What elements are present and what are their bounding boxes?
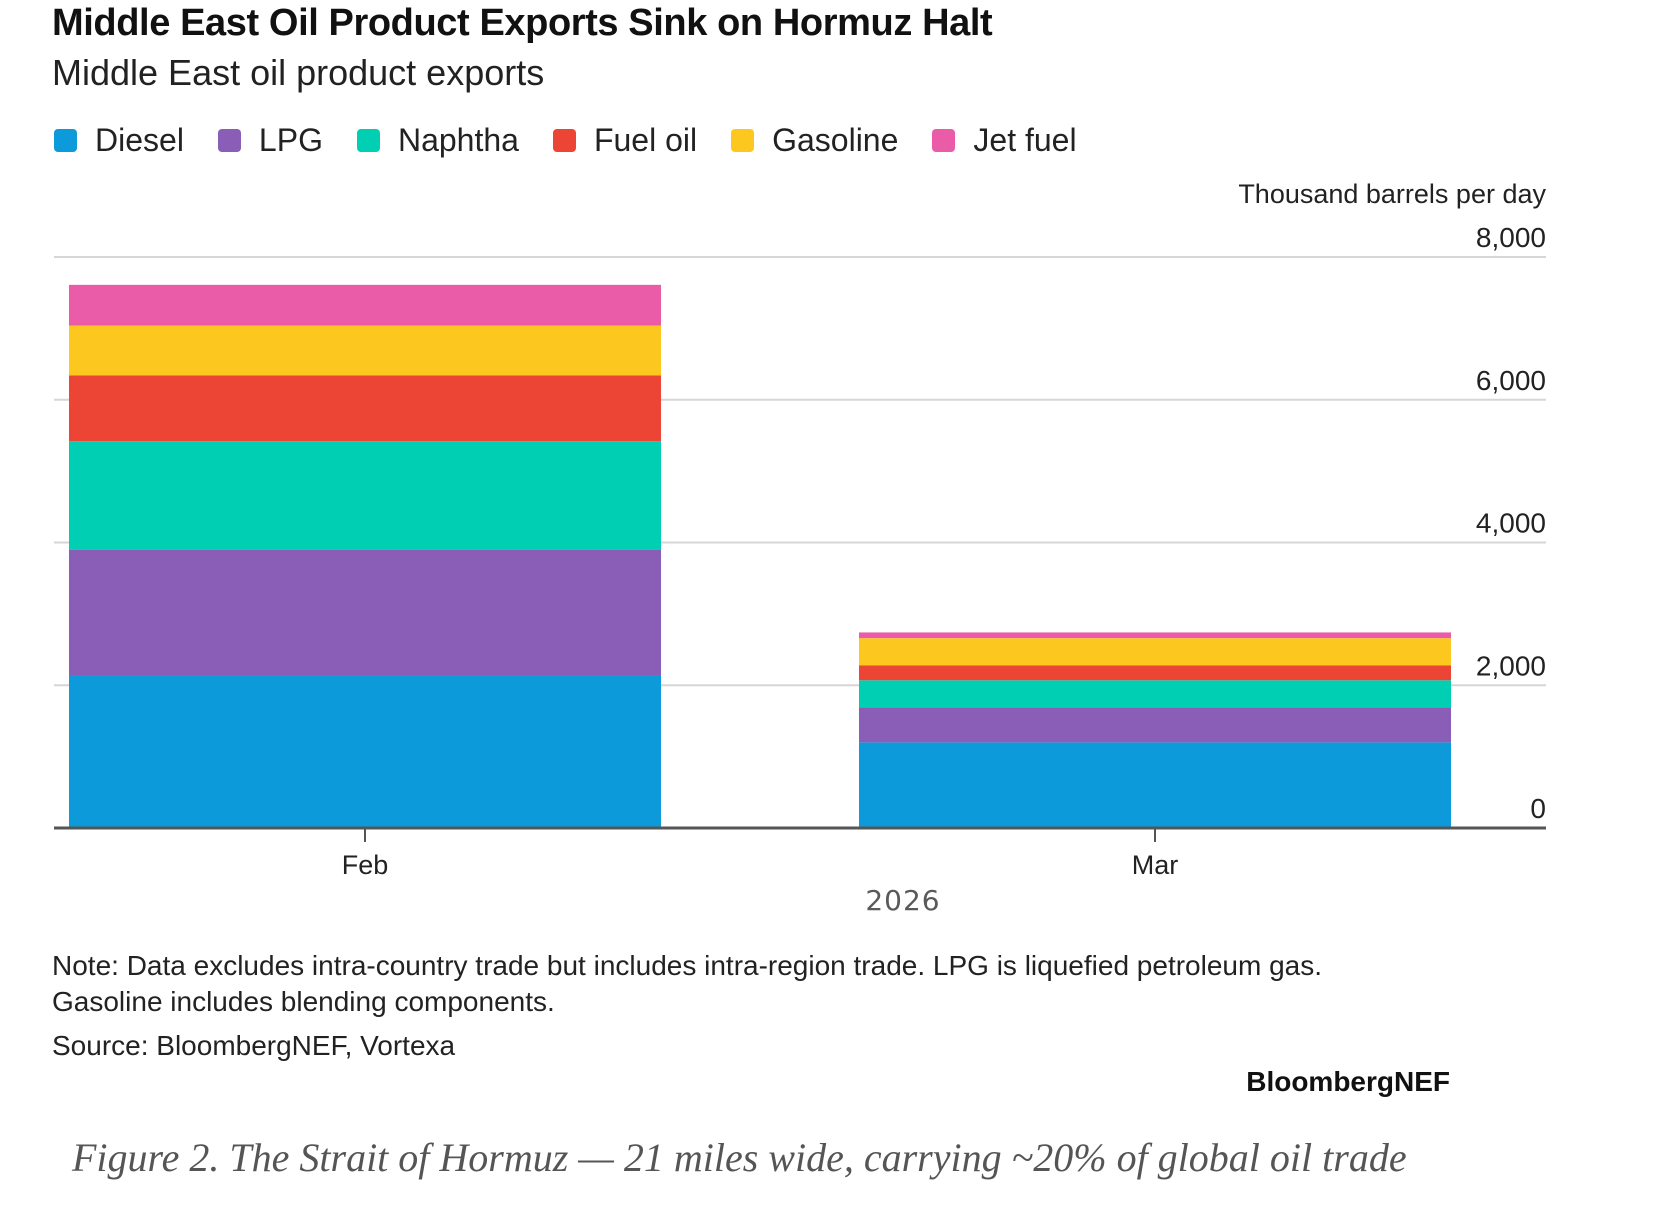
bar-mar-fuel-oil xyxy=(859,665,1451,681)
y-tick-label-0: 0 xyxy=(1530,793,1546,824)
legend-item-fuel-oil: Fuel oil xyxy=(552,121,698,159)
bar-mar-naphtha xyxy=(859,680,1451,708)
legend-label-diesel: Diesel xyxy=(95,121,184,158)
bar-mar-lpg xyxy=(859,707,1451,743)
bar-mar-diesel xyxy=(859,742,1451,828)
y-tick-label-4000: 4,000 xyxy=(1476,508,1546,539)
legend-label-gasoline: Gasoline xyxy=(772,121,899,158)
bar-mar-gasoline xyxy=(859,638,1451,666)
legend-swatch-naphtha xyxy=(356,128,380,152)
y-tick-label-6000: 6,000 xyxy=(1476,365,1546,396)
legend-swatch-gasoline xyxy=(731,128,755,152)
legend-label-jet-fuel: Jet fuel xyxy=(973,121,1077,158)
x-tick-label-feb: Feb xyxy=(342,850,389,880)
y-axis-unit-label: Thousand barrels per day xyxy=(1238,179,1546,209)
legend-label-lpg: LPG xyxy=(258,121,323,158)
brand-logo-text: BloombergNEF xyxy=(1246,1066,1450,1097)
chart-source: Source: BloombergNEF, Vortexa xyxy=(52,1030,456,1061)
legend-item-diesel: Diesel xyxy=(54,122,184,159)
bar-mar-jet-fuel xyxy=(859,632,1451,639)
legend-item-jet-fuel: Jet fuel xyxy=(932,121,1077,159)
figure-caption: Figure 2. The Strait of Hormuz — 21 mile… xyxy=(72,1135,1407,1180)
bar-feb-fuel-oil xyxy=(69,375,661,442)
bar-feb-diesel xyxy=(69,675,661,828)
chart-title: Middle East Oil Product Exports Sink on … xyxy=(52,2,993,44)
legend: Diesel LPG Naphtha Fuel oil Gasoline Jet… xyxy=(54,120,1111,160)
legend-swatch-lpg xyxy=(217,128,241,152)
bar-feb-jet-fuel xyxy=(69,284,661,326)
y-axis-ticks: 0 2,000 4,000 6,000 8,000 xyxy=(1476,222,1546,824)
legend-label-naphtha: Naphtha xyxy=(397,121,519,158)
bar-feb-naphtha xyxy=(69,441,661,550)
x-axis-ticks: Feb Mar xyxy=(342,828,1179,880)
bars xyxy=(69,284,1451,828)
legend-item-gasoline: Gasoline xyxy=(731,122,898,159)
chart-subtitle: Middle East oil product exports xyxy=(52,52,545,93)
legend-swatch-fuel-oil xyxy=(552,128,576,152)
legend-swatch-diesel xyxy=(54,128,77,152)
legend-item-lpg: LPG xyxy=(217,121,323,159)
y-tick-label-8000: 8,000 xyxy=(1476,222,1546,253)
note-line-1: Note: Data excludes intra-country trade … xyxy=(52,950,1323,981)
note-line-2: Gasoline includes blending components. xyxy=(52,986,555,1017)
legend-item-naphtha: Naphtha xyxy=(356,121,519,159)
bar-feb-lpg xyxy=(69,549,661,676)
bar-feb-gasoline xyxy=(69,325,661,376)
x-axis-title: 2026 xyxy=(865,884,940,917)
legend-swatch-jet-fuel xyxy=(932,128,956,152)
chart-note: Note: Data excludes intra-country trade … xyxy=(52,948,1322,1020)
y-tick-label-2000: 2,000 xyxy=(1476,650,1546,681)
legend-label-fuel-oil: Fuel oil xyxy=(593,121,698,158)
x-tick-label-mar: Mar xyxy=(1132,850,1179,880)
